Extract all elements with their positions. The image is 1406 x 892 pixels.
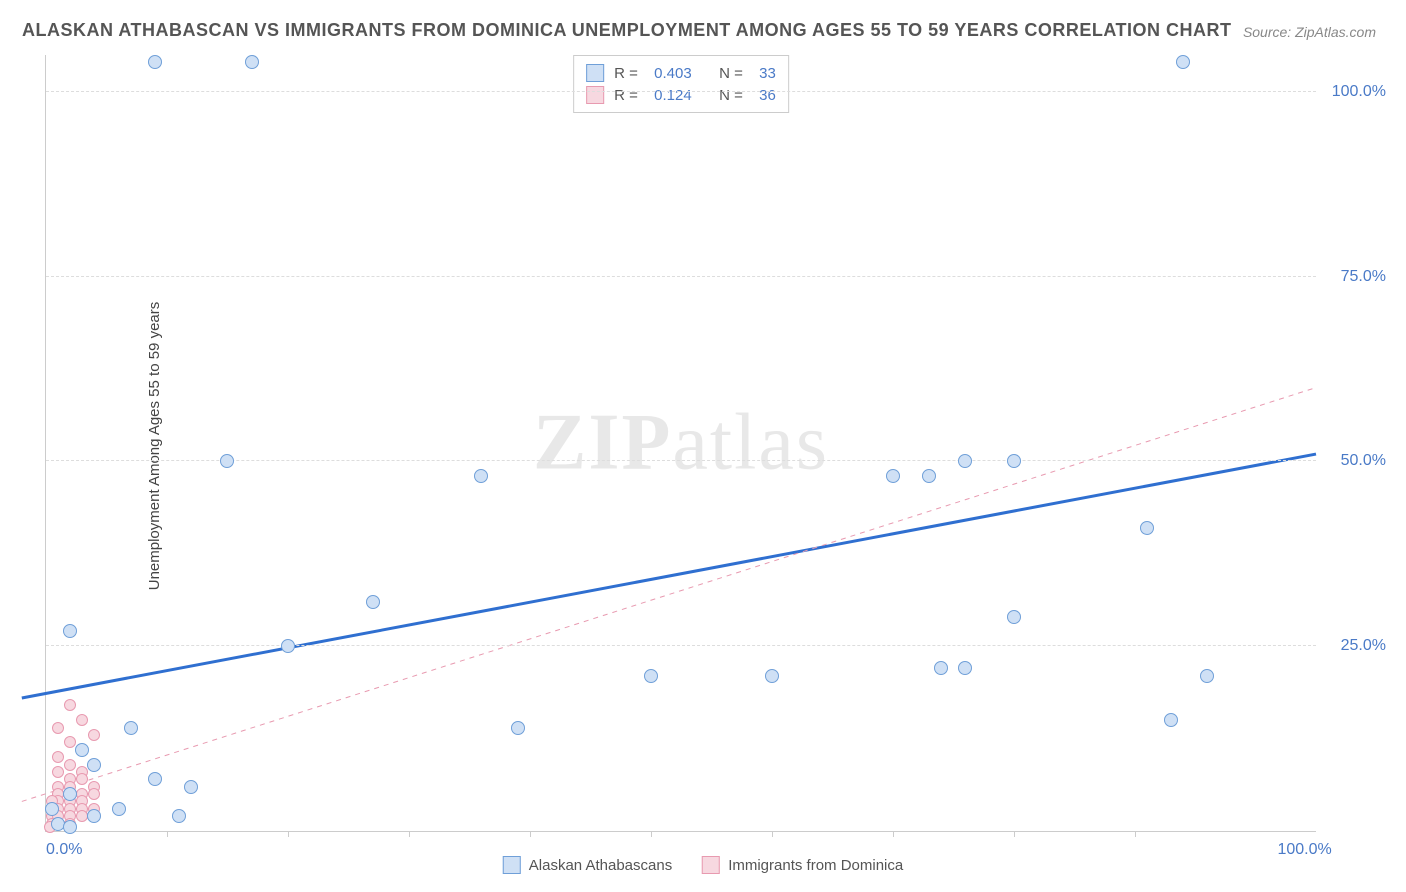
gridline bbox=[46, 645, 1316, 646]
gridline bbox=[46, 276, 1316, 277]
data-point bbox=[87, 758, 101, 772]
data-point bbox=[922, 469, 936, 483]
data-point bbox=[75, 743, 89, 757]
x-tick bbox=[1014, 831, 1015, 837]
x-tick bbox=[772, 831, 773, 837]
y-tick-label: 25.0% bbox=[1341, 637, 1386, 655]
legend-item: Alaskan Athabascans bbox=[503, 856, 672, 874]
data-point bbox=[76, 714, 88, 726]
r-value: 0.403 bbox=[654, 65, 709, 82]
x-tick bbox=[893, 831, 894, 837]
data-point bbox=[63, 820, 77, 834]
x-tick bbox=[288, 831, 289, 837]
chart-title: ALASKAN ATHABASCAN VS IMMIGRANTS FROM DO… bbox=[22, 20, 1232, 41]
data-point bbox=[245, 55, 259, 69]
n-value: 33 bbox=[759, 65, 776, 82]
gridline bbox=[46, 460, 1316, 461]
data-point bbox=[64, 699, 76, 711]
series-name: Immigrants from Dominica bbox=[728, 857, 903, 874]
data-point bbox=[934, 661, 948, 675]
n-label: N = bbox=[719, 65, 749, 82]
legend-stats-row: R = 0.124 N = 36 bbox=[586, 84, 776, 106]
data-point bbox=[52, 722, 64, 734]
data-point bbox=[511, 721, 525, 735]
chart-area: ZIPatlas R = 0.403 N = 33 R = 0.124 N = … bbox=[45, 55, 1316, 832]
data-point bbox=[112, 802, 126, 816]
x-tick-label: 100.0% bbox=[1277, 841, 1331, 859]
x-tick-label: 0.0% bbox=[46, 841, 82, 859]
r-label: R = bbox=[614, 87, 644, 104]
watermark: ZIPatlas bbox=[533, 398, 829, 489]
source-citation: Source: ZipAtlas.com bbox=[1243, 24, 1376, 40]
n-label: N = bbox=[719, 87, 749, 104]
data-point bbox=[148, 772, 162, 786]
data-point bbox=[366, 595, 380, 609]
data-point bbox=[52, 766, 64, 778]
data-point bbox=[765, 669, 779, 683]
x-tick bbox=[651, 831, 652, 837]
gridline bbox=[46, 91, 1316, 92]
data-point bbox=[184, 780, 198, 794]
trend-line bbox=[22, 388, 1316, 802]
data-point bbox=[45, 802, 59, 816]
data-point bbox=[63, 624, 77, 638]
data-point bbox=[958, 661, 972, 675]
data-point bbox=[1007, 610, 1021, 624]
square-icon bbox=[503, 856, 521, 874]
data-point bbox=[63, 787, 77, 801]
trend-lines bbox=[46, 55, 1316, 831]
trend-line bbox=[22, 454, 1316, 698]
y-tick-label: 75.0% bbox=[1341, 268, 1386, 286]
data-point bbox=[64, 759, 76, 771]
data-point bbox=[281, 639, 295, 653]
data-point bbox=[88, 788, 100, 800]
data-point bbox=[474, 469, 488, 483]
r-label: R = bbox=[614, 65, 644, 82]
r-value: 0.124 bbox=[654, 87, 709, 104]
legend-stats-row: R = 0.403 N = 33 bbox=[586, 62, 776, 84]
x-tick bbox=[530, 831, 531, 837]
square-icon bbox=[586, 86, 604, 104]
data-point bbox=[1200, 669, 1214, 683]
series-name: Alaskan Athabascans bbox=[529, 857, 672, 874]
legend-series: Alaskan Athabascans Immigrants from Domi… bbox=[503, 856, 903, 874]
y-tick-label: 100.0% bbox=[1332, 83, 1386, 101]
data-point bbox=[64, 736, 76, 748]
y-tick-label: 50.0% bbox=[1341, 452, 1386, 470]
data-point bbox=[87, 809, 101, 823]
x-tick bbox=[409, 831, 410, 837]
data-point bbox=[1140, 521, 1154, 535]
square-icon bbox=[586, 64, 604, 82]
data-point bbox=[88, 729, 100, 741]
data-point bbox=[124, 721, 138, 735]
data-point bbox=[76, 773, 88, 785]
n-value: 36 bbox=[759, 87, 776, 104]
data-point bbox=[148, 55, 162, 69]
data-point bbox=[220, 454, 234, 468]
data-point bbox=[1176, 55, 1190, 69]
legend-item: Immigrants from Dominica bbox=[702, 856, 903, 874]
data-point bbox=[958, 454, 972, 468]
data-point bbox=[52, 751, 64, 763]
data-point bbox=[1007, 454, 1021, 468]
data-point bbox=[1164, 713, 1178, 727]
x-tick bbox=[167, 831, 168, 837]
x-tick bbox=[1135, 831, 1136, 837]
square-icon bbox=[702, 856, 720, 874]
data-point bbox=[172, 809, 186, 823]
data-point bbox=[886, 469, 900, 483]
data-point bbox=[644, 669, 658, 683]
legend-stats: R = 0.403 N = 33 R = 0.124 N = 36 bbox=[573, 55, 789, 113]
